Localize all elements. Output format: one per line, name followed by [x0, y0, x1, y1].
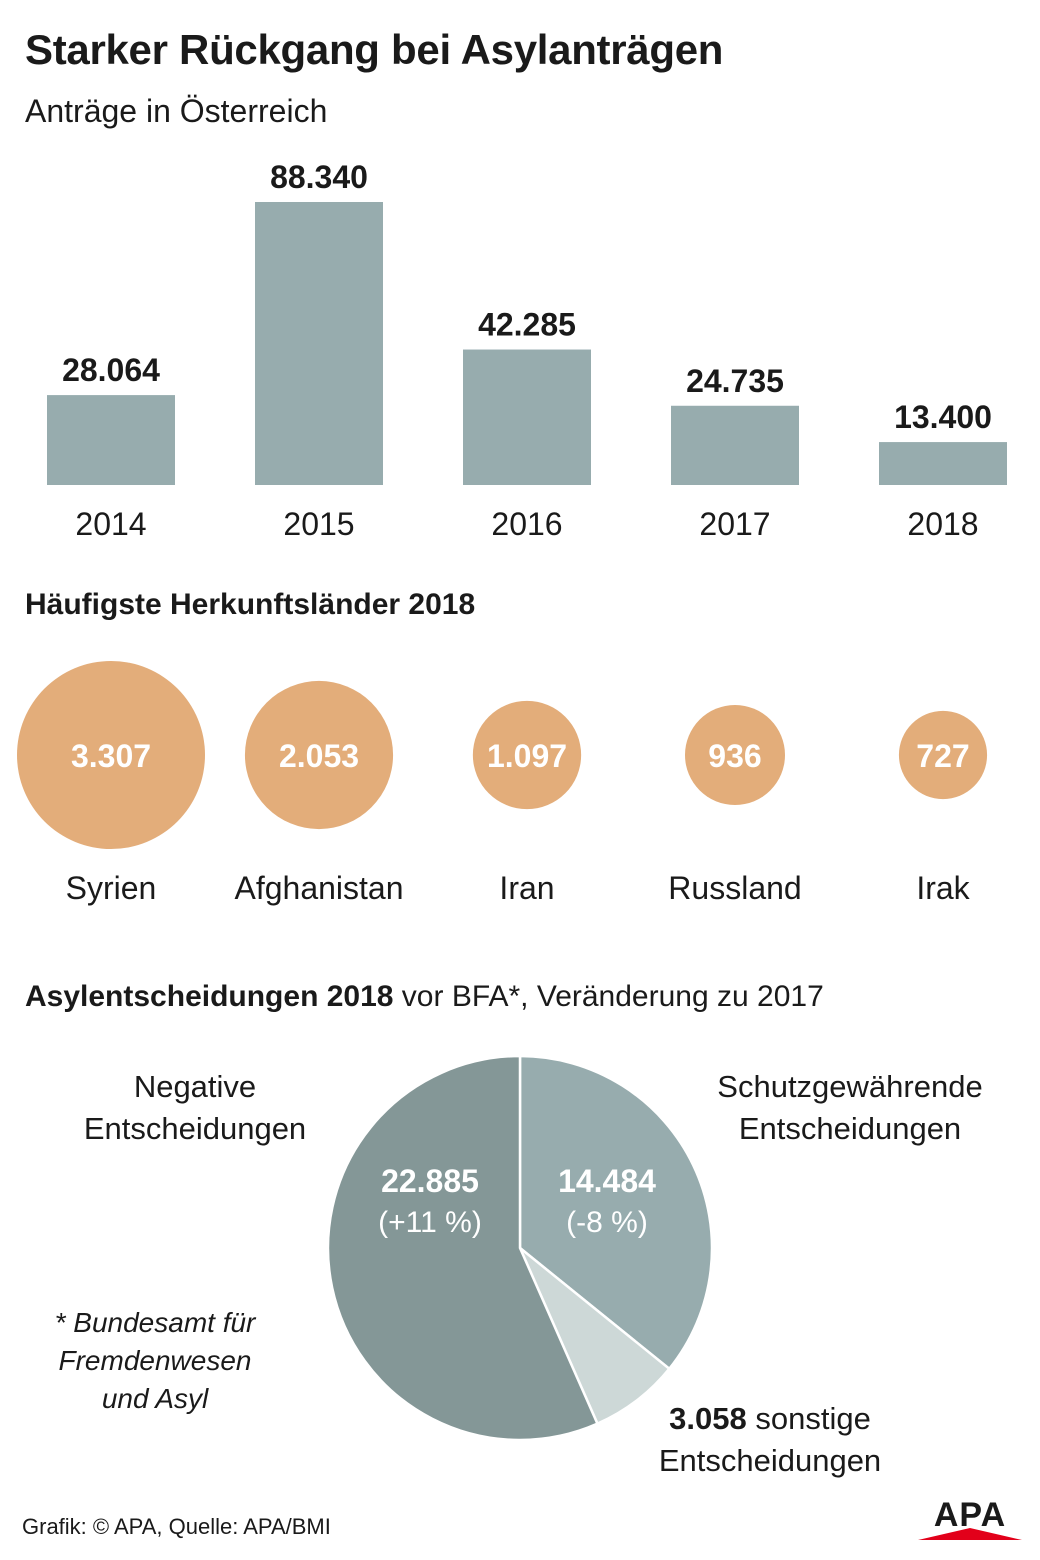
section-title-decisions-bold: Asylentscheidungen 2018 — [25, 980, 394, 1013]
apa-logo-text: APA — [934, 1496, 1006, 1534]
bar-2018 — [879, 442, 1007, 485]
bar-value-label: 24.735 — [686, 363, 784, 399]
bar-chart: 28.064 2014 88.340 2015 42.285 2016 24.735 2017… — [47, 159, 1007, 542]
bubble-Afghanistan — [244, 680, 394, 830]
bar-value-label: 28.064 — [62, 352, 160, 388]
pie-label-positive-line1: Schutzgewährende — [717, 1069, 983, 1104]
footnote-line2: Fremdenwesen — [58, 1345, 252, 1376]
pie-label-other-line2: Entscheidungen — [658, 1443, 882, 1478]
pie-change-negative: (+11 %) — [378, 1206, 482, 1239]
footnote-line3: und Asyl — [101, 1383, 209, 1414]
bubble-country-label: Iran — [499, 870, 554, 906]
bar-category-label: 2015 — [283, 506, 354, 542]
bubble-country-label: Syrien — [66, 870, 157, 906]
bubble-value-label: 727 — [916, 738, 969, 774]
section-title-decisions: Asylentscheidungen 2018 vor BFA*, Veränd… — [25, 980, 824, 1014]
pie-chart: 14.484 (-8 %) 22.885 (+11 %) — [326, 1054, 714, 1442]
bar-category-label: 2017 — [699, 506, 770, 542]
bubble-Russland — [684, 704, 786, 806]
pie-label-positive-line2: Entscheidungen — [738, 1111, 962, 1146]
bar-category-label: 2018 — [907, 506, 978, 542]
footnote: * Bundesamt für Fremdenwesen und Asyl — [40, 1304, 270, 1418]
bar-2016 — [463, 349, 591, 485]
bubble-value-label: 936 — [708, 738, 761, 774]
pie-label-other-text: sonstige — [746, 1401, 871, 1436]
bar-category-label: 2014 — [75, 506, 146, 542]
pie-value-positive: 14.484 — [558, 1163, 656, 1199]
pie-label-positive: Schutzgewährende Entscheidungen — [690, 1066, 1010, 1150]
chart-subtitle: Anträge in Österreich — [25, 93, 328, 129]
bubble-Syrien — [17, 661, 205, 849]
pie-label-other: 3.058 sonstige Entscheidungen — [600, 1398, 940, 1482]
bubble-value-label: 1.097 — [487, 738, 567, 774]
pie-value-negative: 22.885 — [381, 1163, 479, 1199]
bubble-country-label: Russland — [668, 870, 801, 906]
apa-logo: APA — [918, 1496, 1022, 1540]
pie-label-negative-line1: Negative — [133, 1069, 257, 1104]
bubble-value-label: 2.053 — [279, 738, 359, 774]
bar-value-label: 42.285 — [478, 307, 576, 343]
chart-title: Starker Rückgang bei Asylanträgen — [25, 26, 724, 73]
pie-slice-positive — [518, 1054, 714, 1371]
bar-2017 — [671, 405, 799, 485]
pie-slice-negative — [326, 1054, 600, 1442]
bar-2015 — [255, 202, 383, 485]
bubble-value-label: 3.307 — [71, 738, 151, 774]
bar-value-label: 88.340 — [270, 159, 368, 195]
bubble-chart: 3.307 Syrien 2.053 Afghanistan 1.097 Iran 936 R… — [17, 661, 988, 906]
bubble-country-label: Irak — [916, 870, 970, 906]
footnote-line1: * Bundesamt für — [54, 1307, 256, 1338]
bubble-country-label: Afghanistan — [234, 870, 403, 906]
bar-category-label: 2016 — [491, 506, 562, 542]
section-title-decisions-rest: vor BFA*, Veränderung zu 2017 — [393, 980, 824, 1013]
bar-2014 — [47, 395, 175, 485]
pie-label-other-value: 3.058 — [669, 1401, 747, 1436]
bubble-Iran — [472, 700, 582, 810]
bubble-Irak — [898, 710, 988, 800]
pie-change-positive: (-8 %) — [566, 1206, 648, 1239]
pie-label-negative: Negative Entscheidungen — [40, 1066, 350, 1150]
bar-value-label: 13.400 — [894, 399, 992, 435]
source-credit: Grafik: © APA, Quelle: APA/BMI — [22, 1514, 331, 1539]
pie-label-negative-line2: Entscheidungen — [83, 1111, 307, 1146]
apa-logo-mark — [918, 1528, 1022, 1540]
section-title-origins: Häufigste Herkunftsländer 2018 — [25, 588, 476, 621]
